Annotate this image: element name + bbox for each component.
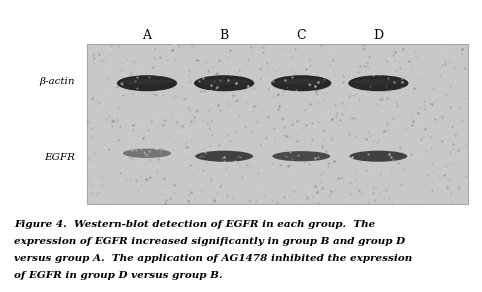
FancyBboxPatch shape — [87, 44, 468, 204]
Text: C: C — [296, 29, 306, 41]
Ellipse shape — [199, 79, 250, 85]
Text: Figure 4.  Western-blot detection of EGFR in each group.  The: Figure 4. Western-blot detection of EGFR… — [14, 220, 375, 230]
Text: A: A — [143, 29, 151, 41]
Text: EGFR: EGFR — [44, 153, 75, 162]
Text: of EGFR in group D versus group B.: of EGFR in group D versus group B. — [14, 271, 223, 280]
Ellipse shape — [271, 75, 332, 91]
Text: β-actin: β-actin — [39, 77, 75, 86]
Ellipse shape — [276, 79, 327, 85]
Text: B: B — [219, 29, 229, 41]
Ellipse shape — [348, 75, 409, 91]
Ellipse shape — [195, 151, 253, 162]
Ellipse shape — [194, 75, 254, 91]
Text: expression of EGFR increased significantly in group B and group D: expression of EGFR increased significant… — [14, 237, 405, 246]
Text: versus group A.  The application of AG1478 inhibited the expression: versus group A. The application of AG147… — [14, 254, 413, 263]
Ellipse shape — [117, 75, 177, 91]
Ellipse shape — [121, 79, 173, 85]
Ellipse shape — [349, 151, 407, 162]
Ellipse shape — [272, 151, 330, 161]
Text: D: D — [373, 29, 384, 41]
Ellipse shape — [123, 149, 171, 158]
Ellipse shape — [353, 79, 404, 85]
